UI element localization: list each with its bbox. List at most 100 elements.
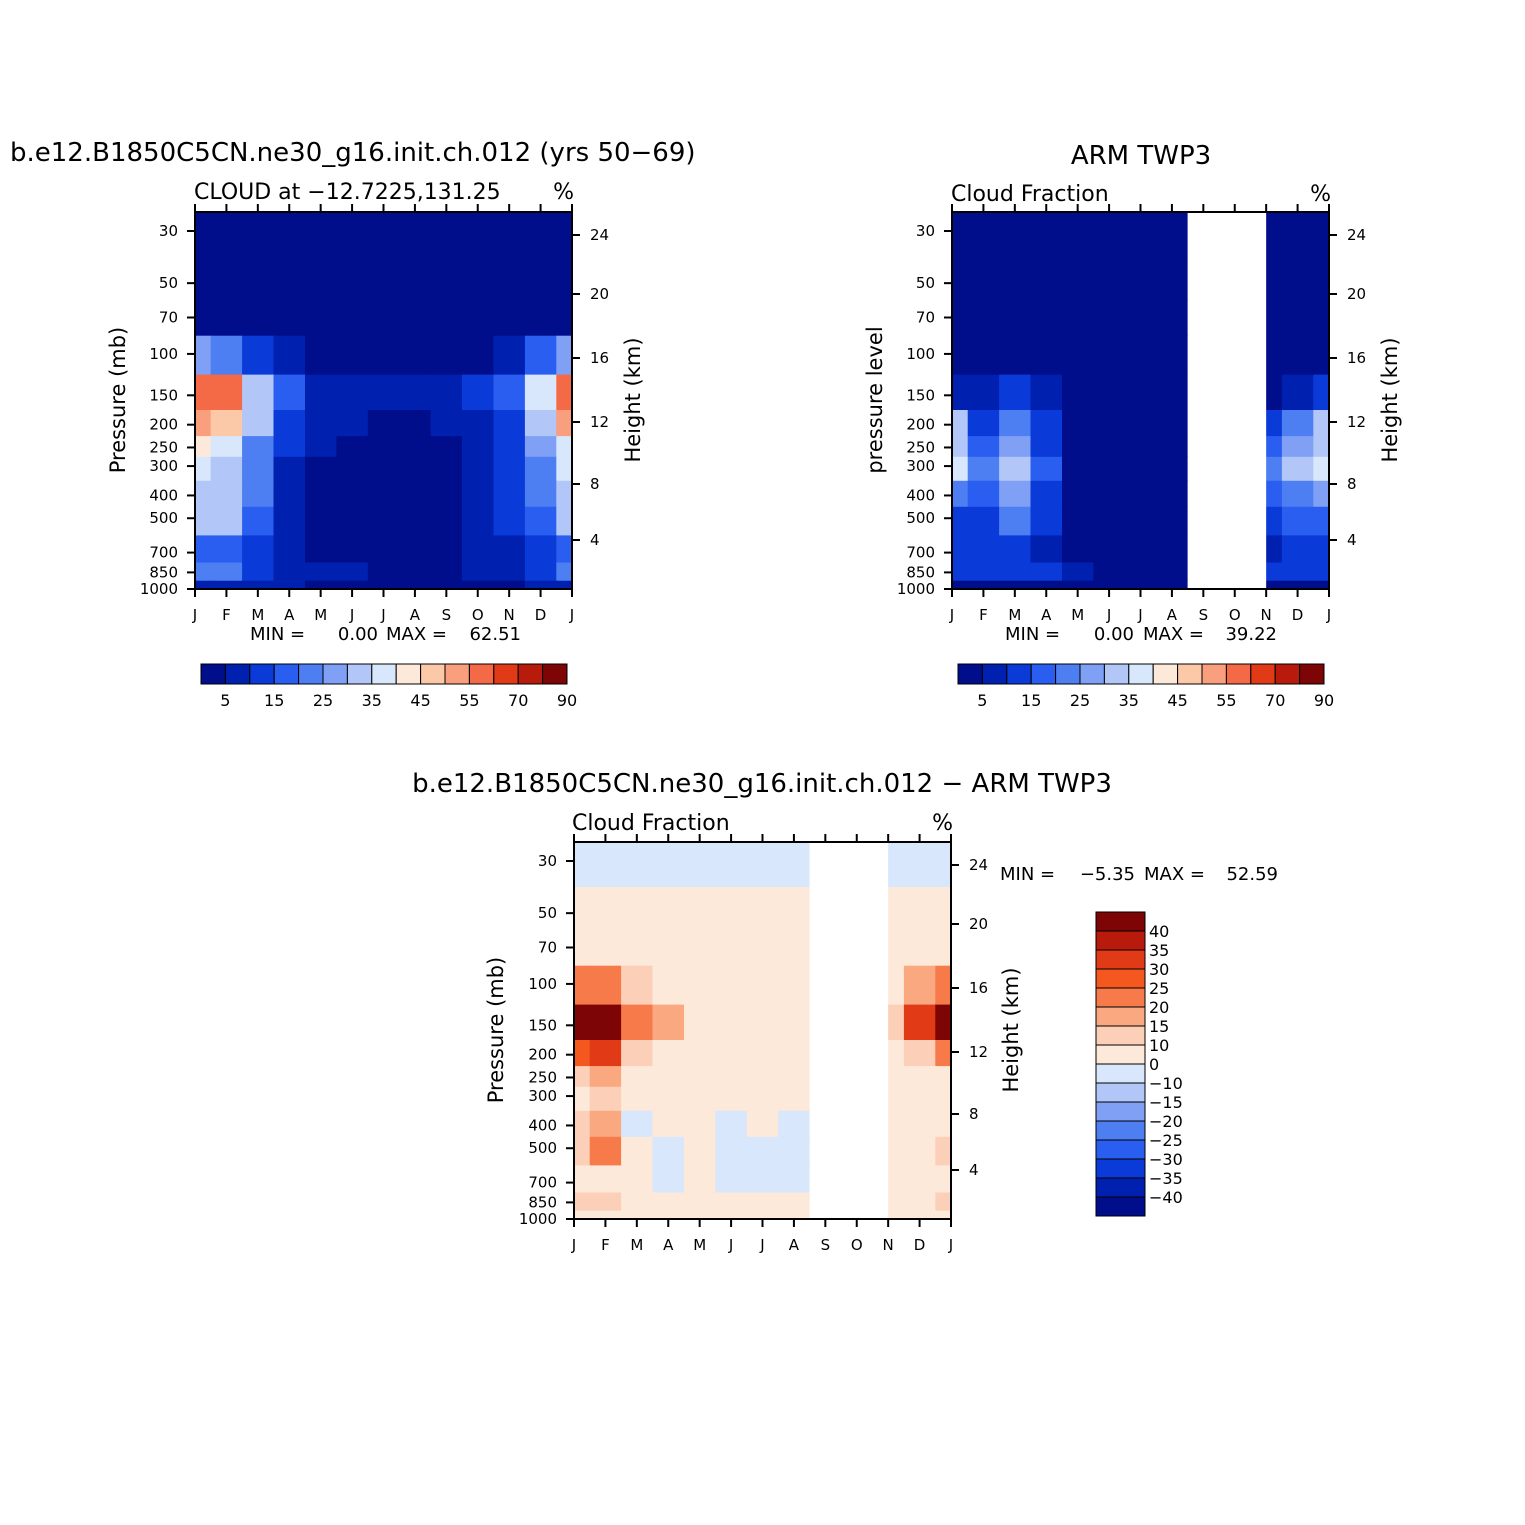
colorbar-label: 35 [362, 691, 382, 710]
heatmap-cell [621, 1110, 654, 1138]
colorbar-swatch [957, 663, 983, 685]
heatmap-cell [1093, 506, 1126, 536]
colorbar-label: 55 [459, 691, 479, 710]
heatmap-cell [652, 1210, 685, 1220]
y-axis-label-right: Height (km) [1378, 337, 1402, 462]
heatmap-cell [652, 1165, 685, 1194]
heatmap-cell [242, 456, 275, 482]
heatmap-cell [589, 1040, 622, 1067]
heatmap-cell [336, 562, 369, 582]
heatmap-cell [999, 335, 1032, 376]
colorbar-label: 40 [1149, 922, 1169, 941]
heatmap-cell [210, 212, 243, 258]
min-label: MIN = [1000, 864, 1055, 885]
heatmap-cell [1030, 300, 1063, 337]
colorbar-swatch [981, 663, 1008, 685]
heatmap-cell [524, 436, 557, 458]
heatmap-cell [1313, 535, 1330, 564]
heatmap-cell [621, 1086, 654, 1112]
heatmap-cell [462, 456, 494, 482]
heatmap-cell [493, 562, 526, 582]
y-tick-label-right: 4 [969, 1161, 979, 1179]
heatmap-cell [430, 535, 463, 564]
heatmap-cell [305, 257, 337, 301]
heatmap-cell [273, 580, 306, 590]
heatmap-cell [746, 1004, 779, 1041]
heatmap-cell [399, 374, 432, 411]
heatmap-cell [524, 580, 557, 590]
y-axis-label: Pressure (mb) [106, 327, 130, 474]
panel-title: b.e12.B1850C5CN.ne30_g16.init.ch.012 − A… [412, 769, 1112, 799]
heatmap-cell [493, 335, 526, 376]
heatmap-cell [778, 1210, 811, 1220]
heatmap-cell [1156, 300, 1189, 337]
heatmap-cell [242, 580, 275, 590]
heatmap-cell [715, 1004, 748, 1041]
x-tick-label: M [1071, 606, 1084, 624]
heatmap-cell [715, 965, 748, 1006]
heatmap-cell [746, 1040, 779, 1067]
min-label: MIN = [250, 624, 305, 645]
heatmap-cell [1093, 335, 1126, 376]
heatmap-cell [1313, 506, 1330, 536]
heatmap-cell [493, 535, 526, 564]
colorbar-label: 25 [1149, 979, 1169, 998]
heatmap-cell [1030, 335, 1063, 376]
min-label: MIN = [1005, 624, 1060, 645]
heatmap-cell [715, 1066, 748, 1088]
y-tick-label: 50 [538, 904, 557, 922]
heatmap-cell [336, 212, 369, 258]
heatmap-cell [399, 436, 432, 458]
heatmap-cell [430, 580, 463, 590]
heatmap-cell [399, 456, 432, 482]
colorbar-swatch [322, 663, 348, 685]
heatmap-cell [1281, 374, 1314, 411]
heatmap-cell [1156, 410, 1189, 437]
x-tick-label: M [314, 606, 327, 624]
heatmap-cell [652, 1066, 685, 1088]
heatmap-cell [273, 562, 306, 582]
heatmap-cell [952, 506, 969, 536]
heatmap-cell [1062, 562, 1094, 582]
heatmap-cell [305, 535, 337, 564]
colorbar-swatch [1095, 968, 1146, 989]
heatmap-cell [778, 965, 811, 1006]
y-tick-label-right: 12 [1347, 413, 1366, 431]
colorbar-swatch [1095, 1025, 1146, 1046]
colorbar-label: −15 [1149, 1093, 1183, 1112]
heatmap-cell [999, 257, 1032, 301]
heatmap-cell [367, 535, 400, 564]
y-tick-label-right: 24 [1347, 226, 1366, 244]
y-tick-label: 150 [906, 386, 935, 404]
heatmap-cell [935, 842, 952, 888]
heatmap-cell [621, 1165, 654, 1194]
heatmap-cell [430, 374, 463, 411]
colorbar-swatch [1030, 663, 1057, 685]
heatmap-cell [1062, 436, 1094, 458]
heatmap-cell [556, 480, 573, 508]
y-tick-label-right: 20 [1347, 285, 1366, 303]
heatmap-cell [1281, 506, 1314, 536]
heatmap-cell [1030, 212, 1063, 258]
colorbar-swatch [1095, 949, 1146, 970]
heatmap-cell [952, 335, 969, 376]
heatmap-cell [1093, 562, 1126, 582]
heatmap-cell [336, 335, 369, 376]
y-tick-label: 500 [528, 1139, 557, 1157]
colorbar-swatch [298, 663, 324, 685]
x-tick-label: A [789, 1236, 800, 1254]
heatmap-cell [935, 965, 952, 1006]
heatmap-cell [462, 535, 494, 564]
heatmap-cell [399, 562, 432, 582]
panel-subtitle: Cloud Fraction [572, 811, 730, 836]
colorbar-swatch [1299, 663, 1325, 685]
heatmap-cell [952, 300, 969, 337]
colorbar-swatch [1225, 663, 1252, 685]
heatmap-cell [715, 1086, 748, 1112]
heatmap-cell [652, 1004, 685, 1041]
heatmap-cell [493, 257, 526, 301]
y-axis-label: Pressure (mb) [484, 957, 508, 1104]
heatmap-cell [903, 1210, 936, 1220]
heatmap-cell [399, 335, 432, 376]
x-tick-label: M [693, 1236, 706, 1254]
